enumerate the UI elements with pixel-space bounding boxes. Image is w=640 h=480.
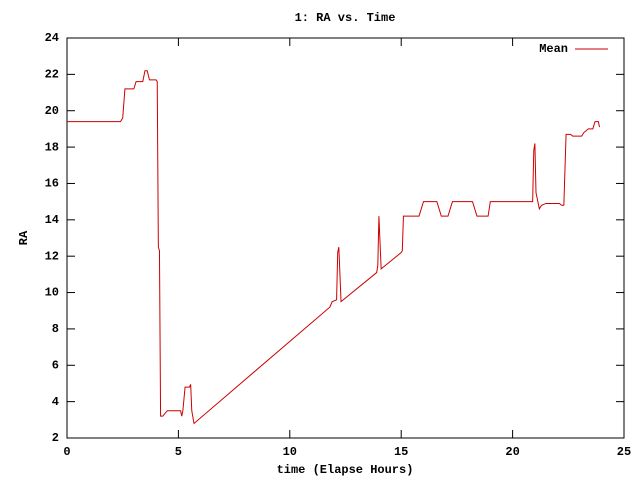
x-axis-label: time (Elapse Hours) <box>277 463 414 477</box>
plot-frame <box>66 37 625 439</box>
y-tick-label: 2 <box>52 431 59 445</box>
x-tick-label: 10 <box>283 445 297 459</box>
x-tick-label: 20 <box>505 445 519 459</box>
y-tick-label: 4 <box>52 395 59 409</box>
y-axis-label: RA <box>17 230 31 245</box>
chart-title: 1: RA vs. Time <box>295 11 396 25</box>
x-tick-label: 0 <box>63 445 70 459</box>
y-tick-label: 14 <box>45 213 59 227</box>
data-line <box>67 70 600 425</box>
y-tick-label: 24 <box>45 31 59 45</box>
y-tick-label: 22 <box>45 68 59 82</box>
x-tick-label: 5 <box>175 445 182 459</box>
x-tick-label: 25 <box>617 445 631 459</box>
y-tick-label: 8 <box>52 322 59 336</box>
y-tick-label: 6 <box>52 358 59 372</box>
y-tick-label: 18 <box>45 140 59 154</box>
y-tick-label: 16 <box>45 177 59 191</box>
y-tick-label: 10 <box>45 286 59 300</box>
legend-label: Mean <box>539 42 568 56</box>
y-tick-label: 20 <box>45 104 59 118</box>
y-tick-label: 12 <box>45 249 59 263</box>
x-tick-label: 15 <box>394 445 408 459</box>
